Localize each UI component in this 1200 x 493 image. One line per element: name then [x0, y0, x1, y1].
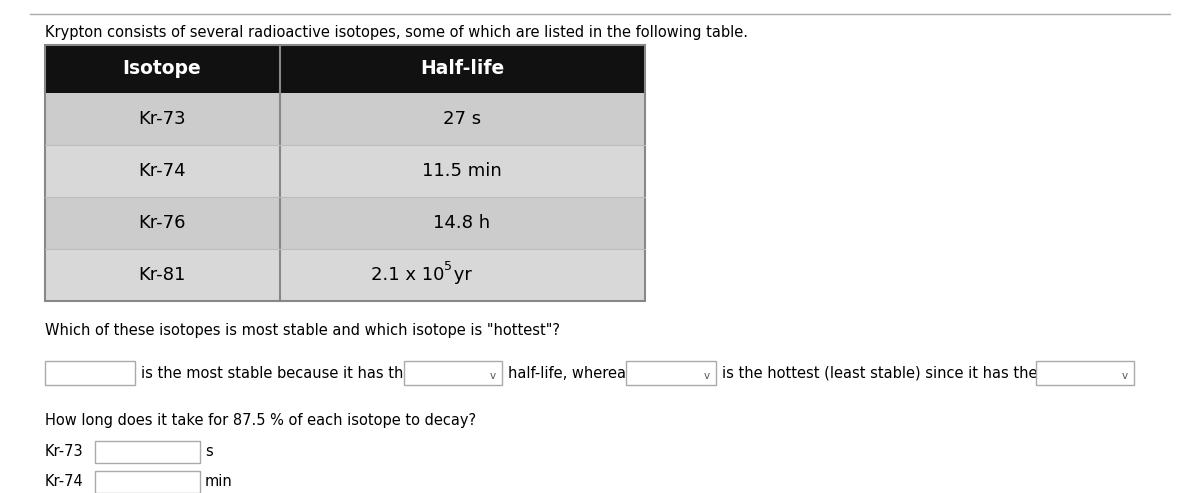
Text: Krypton consists of several radioactive isotopes, some of which are listed in th: Krypton consists of several radioactive … — [46, 25, 748, 40]
Text: s: s — [205, 445, 212, 459]
Bar — [1036, 361, 1134, 385]
Text: v: v — [1122, 371, 1128, 381]
Bar — [95, 471, 200, 493]
Bar — [95, 441, 200, 463]
Bar — [46, 145, 646, 197]
Text: is the most stable because it has the: is the most stable because it has the — [142, 365, 413, 381]
Bar — [626, 361, 716, 385]
Text: 11.5 min: 11.5 min — [422, 162, 502, 180]
Bar — [404, 361, 502, 385]
Text: Kr-73: Kr-73 — [138, 110, 186, 128]
Bar — [46, 45, 646, 301]
Text: yr: yr — [448, 266, 472, 284]
Text: Kr-74: Kr-74 — [138, 162, 186, 180]
Text: How long does it take for 87.5 % of each isotope to decay?: How long does it take for 87.5 % of each… — [46, 413, 476, 428]
Text: min: min — [205, 474, 233, 490]
Bar — [46, 93, 646, 145]
Bar — [46, 361, 134, 385]
Text: Kr-81: Kr-81 — [138, 266, 186, 284]
Text: Kr-74: Kr-74 — [46, 474, 84, 490]
Text: 2.1 x 10: 2.1 x 10 — [371, 266, 444, 284]
Text: Which of these isotopes is most stable and which isotope is "hottest"?: Which of these isotopes is most stable a… — [46, 323, 560, 338]
Bar — [46, 45, 646, 93]
Bar — [46, 197, 646, 249]
Text: 5: 5 — [444, 260, 452, 274]
Text: is the hottest (least stable) since it has the: is the hottest (least stable) since it h… — [722, 365, 1038, 381]
Text: v: v — [704, 371, 710, 381]
Text: Kr-76: Kr-76 — [138, 214, 186, 232]
Text: 27 s: 27 s — [443, 110, 481, 128]
Text: half-life, whereas: half-life, whereas — [508, 365, 634, 381]
Text: v: v — [490, 371, 496, 381]
Text: Kr-73: Kr-73 — [46, 445, 84, 459]
Text: 14.8 h: 14.8 h — [433, 214, 491, 232]
Bar — [46, 249, 646, 301]
Text: Half-life: Half-life — [420, 60, 504, 78]
Text: Isotope: Isotope — [122, 60, 202, 78]
